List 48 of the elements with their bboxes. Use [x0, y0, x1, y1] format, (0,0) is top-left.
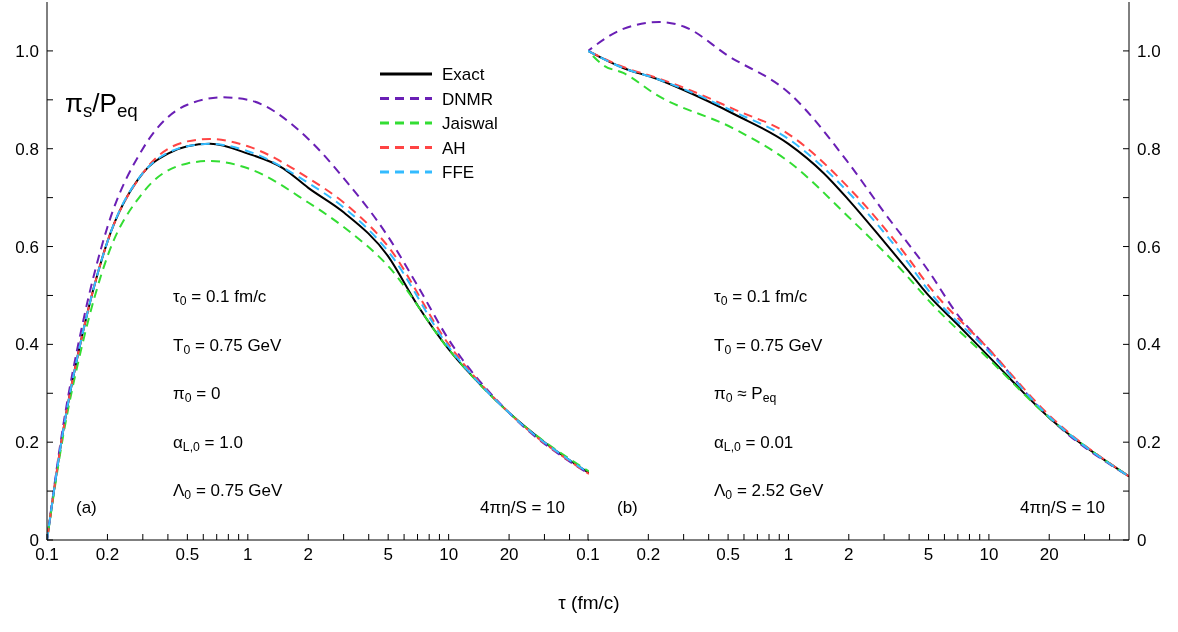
x-tick-label: 5: [923, 545, 934, 565]
x-tick-label: 10: [979, 545, 999, 565]
annotation: τ$_{0}$ = 0.1 fm/c: [714, 287, 808, 308]
y-tick-label: 0: [1137, 531, 1147, 551]
y-tick-label: 0.2: [15, 433, 39, 453]
legend-label: DNMR: [442, 89, 493, 109]
x-tick-label: 0.2: [95, 545, 120, 565]
x-tick-label: 0.1: [35, 545, 59, 565]
x-tick-label: 20: [1039, 545, 1059, 565]
x-tick-label: 0.2: [636, 545, 661, 565]
annotation: T$_{0}$ = 0.75 GeV: [714, 335, 824, 357]
annotation: T$_{0}$ = 0.75 GeV: [173, 335, 283, 357]
annotation: 4πη/S = 10: [1020, 498, 1105, 517]
y-tick-label: 0.4: [15, 335, 39, 355]
y-axis-title: π$_{s}$/P$_{eq}$: [65, 88, 138, 121]
y-tick-label: 0.6: [15, 237, 39, 257]
y-tick-label: 0.8: [1137, 139, 1161, 159]
legend-label: Jaiswal: [442, 114, 498, 133]
x-tick-label: 0.1: [576, 545, 600, 565]
x-tick-label: 1: [243, 545, 253, 565]
legend-label: AH: [442, 138, 466, 158]
x-tick-label: 1: [783, 545, 794, 565]
y-tick-label: 0.4: [1137, 335, 1161, 355]
annotation: π$_{0}$ ≈ P$_{eq}$: [714, 384, 777, 405]
x-tick-label: 10: [439, 545, 459, 565]
annotation: α$_{L,0}$ = 0.01: [714, 432, 794, 454]
x-tick-label: 0.5: [716, 545, 740, 565]
annotation: (a): [76, 498, 97, 517]
y-tick-label: 1.0: [1137, 41, 1161, 61]
x-tick-label: 2: [844, 545, 854, 565]
y-tick-label: 0.6: [1137, 237, 1161, 257]
annotation: Λ$_{0}$ = 2.52 GeV: [714, 481, 825, 502]
annotation: τ$_{0}$ = 0.1 fm/c: [173, 287, 267, 308]
legend-label: Exact: [442, 65, 485, 84]
x-tick-label: 20: [499, 545, 519, 565]
annotation: π$_{0}$ = 0: [173, 384, 221, 405]
annotation: (b): [617, 498, 638, 517]
x-tick-label: 5: [383, 545, 393, 565]
y-tick-label: 0.2: [1137, 433, 1161, 453]
x-tick-label: 0.5: [175, 545, 200, 565]
x-tick-label: 2: [303, 545, 313, 565]
annotation: Λ$_{0}$ = 0.75 GeV: [173, 481, 284, 502]
x-axis-title: τ (fm/c): [558, 592, 620, 613]
legend-label: FFE: [442, 163, 475, 182]
annotation: 4πη/S = 10: [480, 498, 565, 517]
y-tick-label: 0.8: [15, 139, 39, 159]
annotation: α$_{L,0}$ = 1.0: [173, 432, 243, 454]
y-tick-label: 1.0: [15, 41, 39, 61]
